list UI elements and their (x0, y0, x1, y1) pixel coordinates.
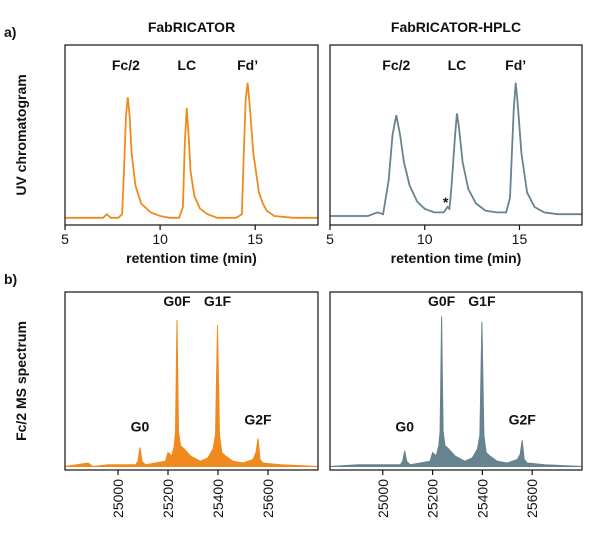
y-axis-label: Fc/2 MS spectrum (13, 321, 29, 441)
x-tick-label: 5 (61, 231, 69, 247)
peak-label: * (443, 194, 449, 210)
axes-frame (329, 291, 583, 471)
axes-frame (64, 44, 319, 226)
peak-label: Fd’ (505, 57, 526, 73)
chromatogram-line (65, 82, 318, 219)
x-tick-label: 25000 (375, 479, 391, 518)
peak-label: G1F (468, 293, 496, 309)
peak-label: LC (177, 57, 196, 73)
x-tick-label: 10 (417, 231, 433, 247)
peak-label: G0F (163, 293, 191, 309)
x-tick-label: 10 (152, 231, 168, 247)
spectrum-area (329, 316, 583, 468)
x-tick-label: 15 (512, 231, 528, 247)
y-axis-label: UV chromatogram (13, 74, 29, 195)
peak-label: G1F (204, 293, 232, 309)
x-tick-label: 25400 (210, 479, 226, 518)
peak-label: Fd’ (237, 57, 258, 73)
x-axis-label: retention time (min) (126, 250, 257, 266)
x-tick-label: 25200 (425, 479, 441, 518)
x-tick-label: 5 (326, 231, 334, 247)
peak-label: Fc/2 (382, 57, 410, 73)
panel-label: b) (4, 271, 17, 287)
x-tick-label: 25400 (474, 479, 490, 518)
x-tick-label: 15 (247, 231, 263, 247)
panel-title: FabRICATOR (148, 19, 235, 35)
peak-label: G2F (509, 412, 537, 428)
chromatogram-line (330, 82, 582, 217)
x-tick-label: 25600 (524, 479, 540, 518)
x-tick-label: 25600 (260, 479, 276, 518)
peak-label: G0 (131, 419, 150, 435)
spectrum-area (64, 319, 319, 468)
peak-label: G2F (244, 412, 272, 428)
x-tick-label: 25200 (160, 479, 176, 518)
panel-title: FabRICATOR-HPLC (391, 19, 521, 35)
x-tick-label: 25000 (110, 479, 126, 518)
peak-label: G0 (395, 419, 414, 435)
panel-label: a) (4, 24, 16, 40)
axes-frame (64, 291, 319, 471)
x-axis-label: retention time (min) (391, 250, 522, 266)
peak-label: Fc/2 (112, 57, 140, 73)
peak-label: G0F (428, 293, 456, 309)
axes-frame (329, 44, 583, 226)
peak-label: LC (448, 57, 467, 73)
